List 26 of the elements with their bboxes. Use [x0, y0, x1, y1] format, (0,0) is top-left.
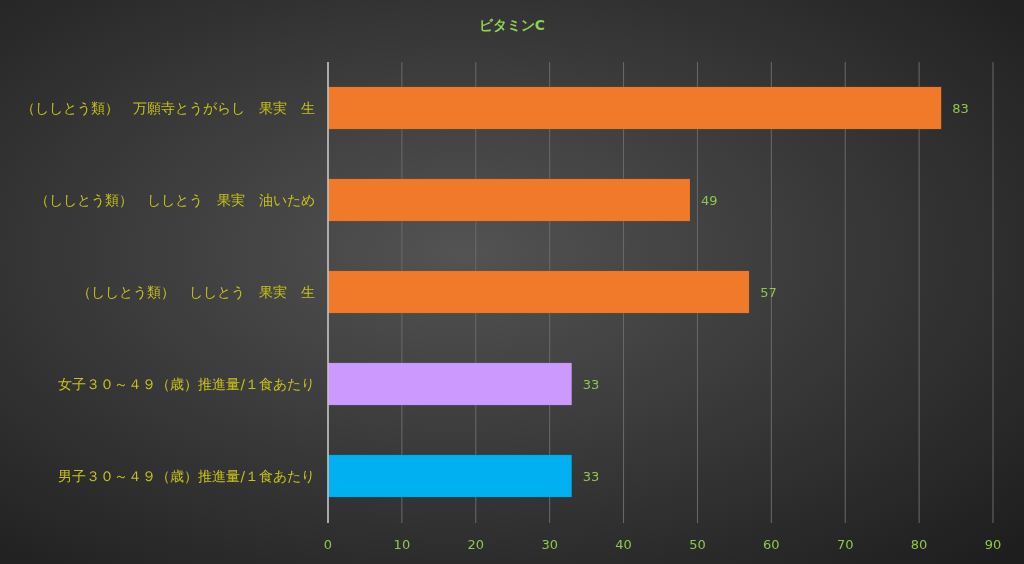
y-tick-label: 男子３０～４９（歳）推進量/１食あたり — [58, 467, 315, 484]
data-label: 33 — [582, 468, 600, 484]
data-label: 83 — [952, 100, 969, 116]
y-tick-label: 女子３０～４９（歳）推進量/１食あたり — [58, 375, 315, 392]
data-label: 57 — [760, 284, 777, 300]
x-tick-label: 80 — [910, 536, 928, 552]
y-tick-label: （ししとう類） ししとう 果実 油いため — [35, 191, 315, 208]
x-tick-label: 60 — [763, 536, 780, 552]
x-tick-label: 70 — [836, 536, 854, 552]
y-tick-label: （ししとう類） 万願寺とうがらし 果実 生 — [21, 99, 315, 116]
x-tick-label: 20 — [467, 536, 485, 552]
bar — [327, 270, 750, 314]
bar — [327, 178, 691, 222]
x-tick-label: 30 — [541, 536, 558, 552]
data-label: 33 — [582, 376, 600, 392]
x-tick-label: 90 — [984, 536, 1002, 552]
x-tick-label: 0 — [323, 536, 333, 552]
chart-title: ビタミンC — [478, 16, 546, 33]
bar — [327, 362, 573, 406]
bar — [327, 454, 573, 498]
bar — [327, 86, 942, 130]
x-tick-label: 10 — [393, 536, 411, 552]
data-label: 49 — [701, 192, 718, 208]
x-tick-label: 50 — [689, 536, 706, 552]
y-tick-label: （ししとう類） ししとう 果実 生 — [77, 283, 315, 300]
x-tick-label: 40 — [615, 536, 632, 552]
